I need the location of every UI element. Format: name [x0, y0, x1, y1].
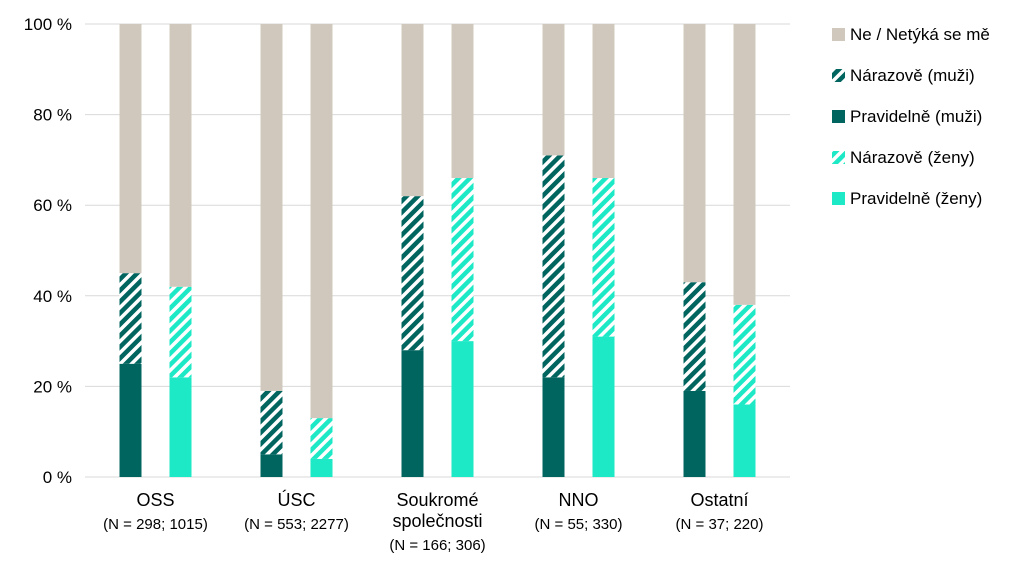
legend-label-pravidelne-zeny: Pravidelně (ženy) [850, 189, 982, 208]
y-tick-label-80: 80 % [33, 106, 72, 125]
bar-soukrome-spolecnosti-men-no [401, 24, 424, 197]
bar-usc-women-no [310, 24, 333, 419]
legend-label-ne-netyka-se-me: Ne / Netýká se mě [850, 25, 990, 44]
bar-oss-men-occasionally [119, 273, 142, 364]
category-label-usc: ÚSC [277, 489, 315, 510]
bar-nno-women-regularly [592, 336, 615, 477]
bar-soukrome-spolecnosti-men-occasionally [401, 196, 424, 351]
bar-ostatni-men-occasionally [683, 282, 706, 391]
gridlines [85, 23, 790, 478]
bar-soukrome-spolecnosti-women-regularly [451, 341, 474, 477]
bar-oss-women-regularly [169, 377, 192, 477]
y-tick-label-100: 100 % [24, 15, 72, 34]
legend-label-narazove-muzi: Nárazově (muži) [850, 66, 975, 85]
bar-usc-women-regularly [310, 458, 333, 477]
y-tick-label-20: 20 % [33, 377, 72, 396]
bar-oss-women-no [169, 24, 192, 287]
bars [119, 24, 756, 477]
bar-usc-men-no [260, 24, 283, 391]
bar-usc-men-regularly [260, 454, 283, 477]
category-n-label-nno: (N = 55; 330) [535, 516, 623, 533]
bar-nno-men-regularly [542, 377, 565, 477]
bar-oss-men-no [119, 24, 142, 274]
bar-oss-men-regularly [119, 363, 142, 477]
legend: Ne / Netýká se mě Nárazově (muži) Pravidel… [832, 25, 990, 208]
bar-ostatni-women-no [733, 24, 756, 305]
bar-ostatni-women-regularly [733, 404, 756, 477]
bar-soukrome-spolecnosti-men-regularly [401, 350, 424, 477]
y-tick-label-40: 40 % [33, 287, 72, 306]
legend-swatch-pravidelne-zeny [832, 192, 845, 205]
bar-nno-men-occasionally [542, 155, 565, 378]
bar-soukrome-spolecnosti-women-no [451, 24, 474, 179]
x-axis-categories: OSS (N = 298; 1015) ÚSC (N = 553; 2277) Souk… [103, 489, 763, 554]
bar-ostatni-men-no [683, 24, 706, 283]
category-n-label-usc: (N = 553; 2277) [244, 516, 349, 533]
category-label-nno: NNO [559, 490, 599, 510]
bar-nno-women-no [592, 24, 615, 179]
y-tick-label-60: 60 % [33, 196, 72, 215]
legend-swatch-narazove-muzi [832, 69, 845, 82]
legend-label-narazove-zeny: Nárazově (ženy) [850, 148, 975, 167]
category-label-oss: OSS [136, 490, 174, 510]
bar-nno-women-occasionally [592, 178, 615, 337]
y-axis-ticks: 0 % 20 % 40 % 60 % 80 % 100 % [24, 15, 72, 487]
bar-nno-men-no [542, 24, 565, 156]
legend-label-pravidelne-muzi: Pravidelně (muži) [850, 107, 982, 126]
bar-soukrome-spolecnosti-women-occasionally [451, 178, 474, 342]
category-label-ostatni: Ostatní [690, 490, 748, 510]
category-n-label-soukrome-spolecnosti: (N = 166; 306) [389, 537, 485, 554]
bar-usc-women-occasionally [310, 418, 333, 459]
bar-ostatni-men-regularly [683, 390, 706, 477]
legend-swatch-ne-netyka-se-me [832, 28, 845, 41]
bar-ostatni-women-occasionally [733, 304, 756, 405]
category-label-soukrome-spolecnosti: Soukromé společnosti [392, 490, 482, 531]
bar-usc-men-occasionally [260, 390, 283, 455]
legend-swatch-narazove-zeny [832, 151, 845, 164]
category-n-label-ostatni: (N = 37; 220) [676, 516, 764, 533]
y-tick-label-0: 0 % [43, 468, 72, 487]
category-n-label-oss: (N = 298; 1015) [103, 516, 208, 533]
bar-oss-women-occasionally [169, 286, 192, 378]
legend-swatch-pravidelne-muzi [832, 110, 845, 123]
